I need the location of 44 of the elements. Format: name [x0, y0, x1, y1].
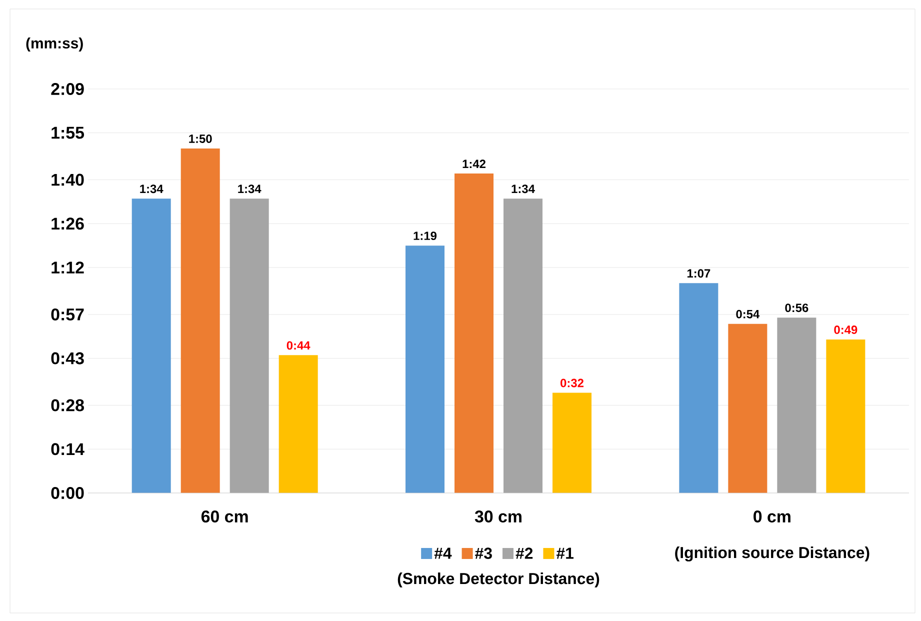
bar [679, 283, 718, 493]
x-tick-label: 30 cm [474, 510, 522, 523]
y-tick-label: 1:55 [52, 126, 84, 139]
y-axis-title: (mm:ss) [26, 38, 83, 52]
data-label: 0:44 [286, 341, 310, 350]
data-label: 0:49 [834, 326, 858, 334]
data-label: 0:32 [560, 378, 584, 388]
y-tick-label: 0:43 [51, 352, 84, 364]
legend-label: #3 [475, 548, 492, 559]
legend-label: #4 [434, 548, 452, 559]
bar [454, 174, 494, 493]
bar [230, 198, 269, 493]
y-tick-label: 1:12 [52, 262, 84, 274]
y-tick-label: 1:26 [52, 218, 84, 230]
y-tick-label: 0:00 [51, 486, 84, 499]
y-tick-label: 0:14 [51, 443, 84, 456]
y-tick-label: 1:40 [52, 174, 84, 186]
data-label: 1:34 [238, 184, 262, 194]
x-tick-label: 0 cm [754, 510, 790, 522]
bar [728, 324, 768, 493]
y-tick-label: 0:57 [51, 308, 84, 320]
data-label: 1:34 [140, 184, 164, 194]
bar [826, 340, 866, 493]
data-label: 1:34 [512, 184, 535, 194]
bar [777, 318, 816, 493]
bar [552, 392, 592, 493]
data-label: 0:54 [736, 310, 760, 318]
data-label: 0:56 [785, 304, 808, 312]
bar [180, 148, 220, 493]
bar [406, 246, 445, 493]
bar [278, 355, 318, 493]
legend-label: #2 [516, 548, 533, 559]
data-label: 1:19 [414, 232, 437, 240]
x-tick-label: 60 cm [201, 510, 248, 522]
data-label: 1:50 [189, 134, 212, 143]
data-label: 1:42 [462, 160, 486, 168]
legend-label: #1 [556, 548, 574, 559]
y-tick-label: 0:28 [51, 399, 84, 412]
bar [504, 198, 543, 493]
bar [132, 198, 171, 493]
x-axis-title: (Ignition source Distance) [675, 546, 870, 562]
data-label: 1:07 [687, 269, 710, 278]
y-tick-label: 2:09 [51, 82, 84, 95]
legend-title: (Smoke Detector Distance) [398, 572, 600, 588]
